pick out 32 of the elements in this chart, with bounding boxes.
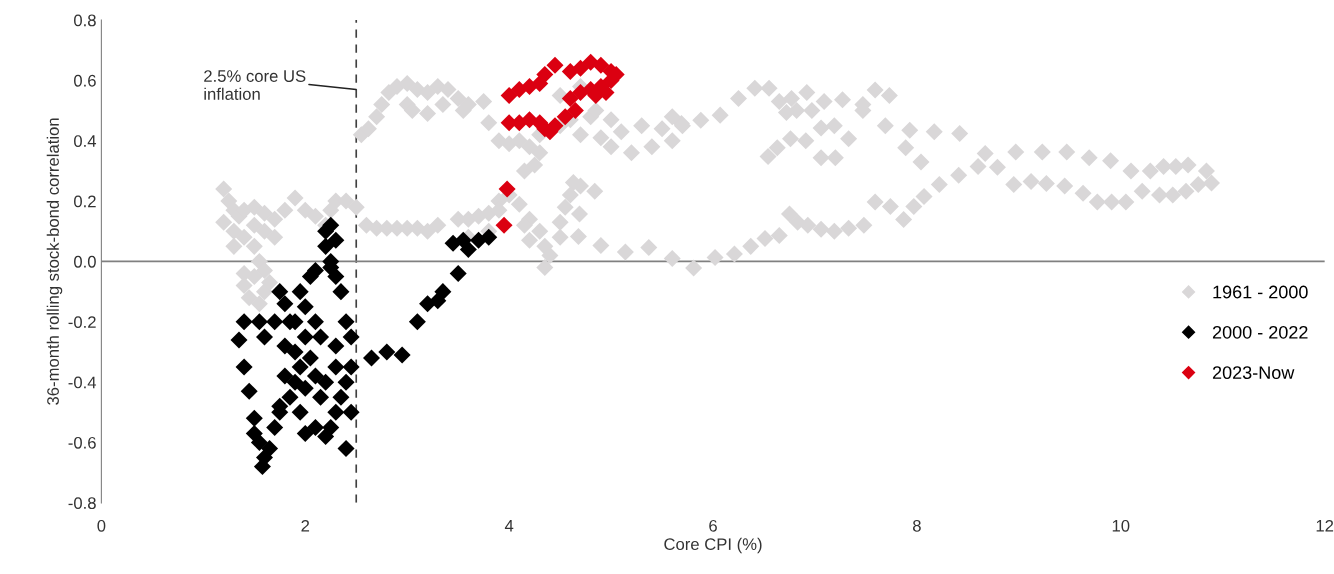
legend-label: 1961 - 2000 — [1213, 285, 1308, 299]
x-tick-label: 2 — [301, 519, 310, 532]
y-tick-label: -0.4 — [68, 376, 97, 389]
ref-line-label: 2.5% core US inflation — [204, 70, 306, 100]
x-tick-label: 6 — [709, 519, 717, 532]
y-tick-label: -0.8 — [68, 497, 96, 510]
y-tick-label: -0.6 — [68, 436, 96, 449]
y-tick-label: 0.6 — [74, 74, 96, 87]
x-tick-label: 4 — [504, 520, 514, 532]
y-tick-label: -0.2 — [68, 316, 96, 328]
point — [495, 216, 513, 234]
x-axis-title: Core CPI (%) — [664, 537, 762, 554]
legend-label: 2023-Now — [1212, 366, 1295, 380]
point — [556, 108, 574, 126]
point — [536, 65, 554, 83]
y-tick-label: 0.2 — [74, 195, 96, 208]
y-tick-label: 0.4 — [74, 135, 97, 147]
x-tick-label: 10 — [1112, 519, 1130, 532]
point — [500, 87, 518, 105]
legend-label: 2000 - 2022 — [1212, 325, 1308, 339]
y-axis-title: 36-month rolling stock-bond correlation — [46, 118, 63, 405]
x-tick-label: 12 — [1316, 519, 1334, 532]
point — [566, 102, 584, 120]
point — [546, 56, 564, 74]
point — [572, 59, 590, 77]
y-tick-label: 0.0 — [74, 255, 96, 268]
point — [592, 56, 610, 74]
point — [561, 90, 579, 108]
y-tick-label: 0.8 — [74, 14, 96, 27]
x-tick-label: 0 — [97, 519, 106, 532]
x-tick-label: 8 — [912, 519, 921, 532]
point — [498, 180, 516, 198]
